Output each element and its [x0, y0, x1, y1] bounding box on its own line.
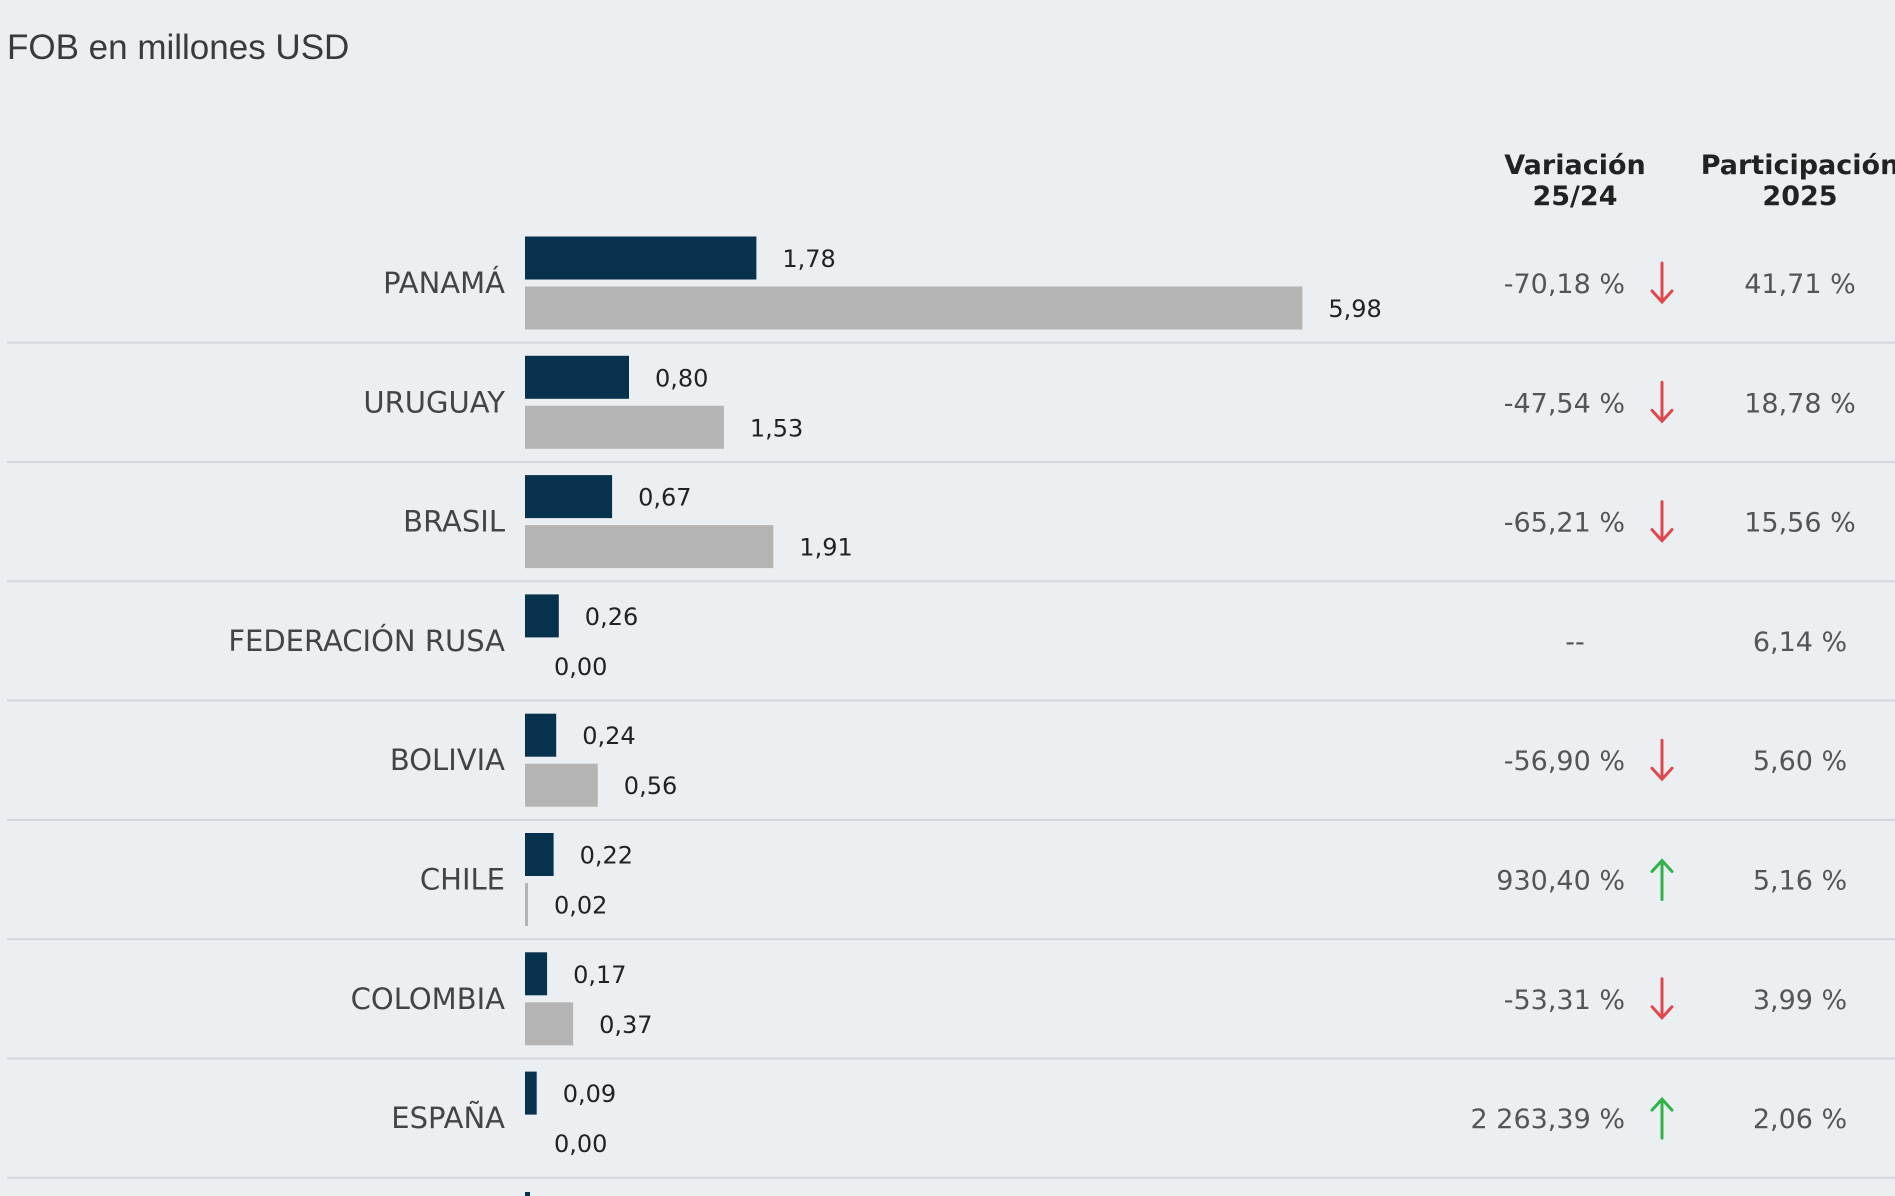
bar-2025: [525, 1071, 537, 1115]
bar-2024: [525, 1002, 574, 1046]
country-label: CHILE: [420, 863, 505, 897]
country-label: ESPAÑA: [391, 1101, 505, 1135]
share-value: 41,71 %: [1744, 269, 1856, 300]
value-label-2024: 0,37: [599, 1011, 652, 1039]
arrow-down-icon: [1650, 261, 1674, 305]
value-label-2024: 0,02: [554, 892, 607, 920]
value-label-2025: 0,17: [573, 961, 626, 989]
arrow-up-icon: [1650, 858, 1674, 901]
country-label: COLOMBIA: [351, 982, 505, 1016]
country-label: FEDERACIÓN RUSA: [228, 624, 505, 658]
value-label-2025: 0,09: [563, 1080, 616, 1108]
bar-2025: [525, 833, 554, 876]
value-label-2025: 0,80: [655, 364, 708, 392]
bar-2024: [525, 763, 598, 807]
value-label-2024: 1,91: [799, 534, 852, 562]
variation-column-header: Variación 25/24: [1504, 150, 1646, 212]
country-label: BOLIVIA: [390, 743, 505, 777]
variation-value: --: [1565, 627, 1585, 658]
bar-2025: [525, 594, 559, 638]
bar-2024: [525, 883, 528, 926]
country-label: BRASIL: [403, 505, 505, 539]
share-value: 18,78 %: [1744, 388, 1856, 419]
bar-2024: [525, 405, 724, 449]
variation-value: -47,54 %: [1504, 388, 1625, 419]
value-label-2024: 5,98: [1328, 295, 1381, 323]
value-label-2024: 1,53: [750, 414, 803, 442]
bar-2025: [525, 713, 557, 757]
country-label: URUGUAY: [363, 385, 505, 419]
bar-2025: [525, 952, 548, 996]
variation-value: 930,40 %: [1496, 866, 1625, 897]
country-label: PANAMÁ: [383, 266, 505, 300]
bar-2024: [525, 286, 1303, 330]
variation-value: -53,31 %: [1504, 985, 1625, 1016]
arrow-down-icon: [1650, 738, 1674, 782]
bar-2025: [525, 355, 629, 399]
share-value: 5,16 %: [1753, 866, 1847, 897]
variation-value: -70,18 %: [1504, 269, 1625, 300]
value-label-2025: 1,78: [782, 245, 835, 273]
share-value: 15,56 %: [1744, 508, 1856, 539]
bar-2025: [525, 236, 757, 280]
arrow-down-icon: [1650, 380, 1674, 424]
value-label-2025: 0,22: [580, 842, 633, 870]
share-value: 5,60 %: [1753, 746, 1847, 777]
value-label-2024: 0,00: [554, 1130, 607, 1158]
variation-value: -56,90 %: [1504, 746, 1625, 777]
share-value: 6,14 %: [1753, 627, 1847, 658]
bar-2025: [525, 475, 613, 519]
chart-subtitle: FOB en millones USD: [7, 28, 350, 67]
value-label-2025: 0,67: [638, 484, 691, 512]
variation-value: 2 263,39 %: [1471, 1104, 1625, 1135]
bar-2025-partial: [525, 1192, 530, 1196]
value-label-2025: 0,26: [585, 603, 638, 631]
arrow-down-icon: [1650, 500, 1674, 543]
bar-2024: [525, 525, 774, 569]
arrow-down-icon: [1650, 977, 1674, 1021]
share-value: 2,06 %: [1753, 1104, 1847, 1135]
share-value: 3,99 %: [1753, 985, 1847, 1016]
value-label-2024: 0,56: [624, 772, 677, 800]
value-label-2025: 0,24: [582, 722, 635, 750]
variation-value: -65,21 %: [1504, 508, 1625, 539]
value-label-2024: 0,00: [554, 653, 607, 681]
share-column-header: Participación 2025: [1700, 150, 1895, 212]
arrow-up-icon: [1650, 1096, 1674, 1140]
